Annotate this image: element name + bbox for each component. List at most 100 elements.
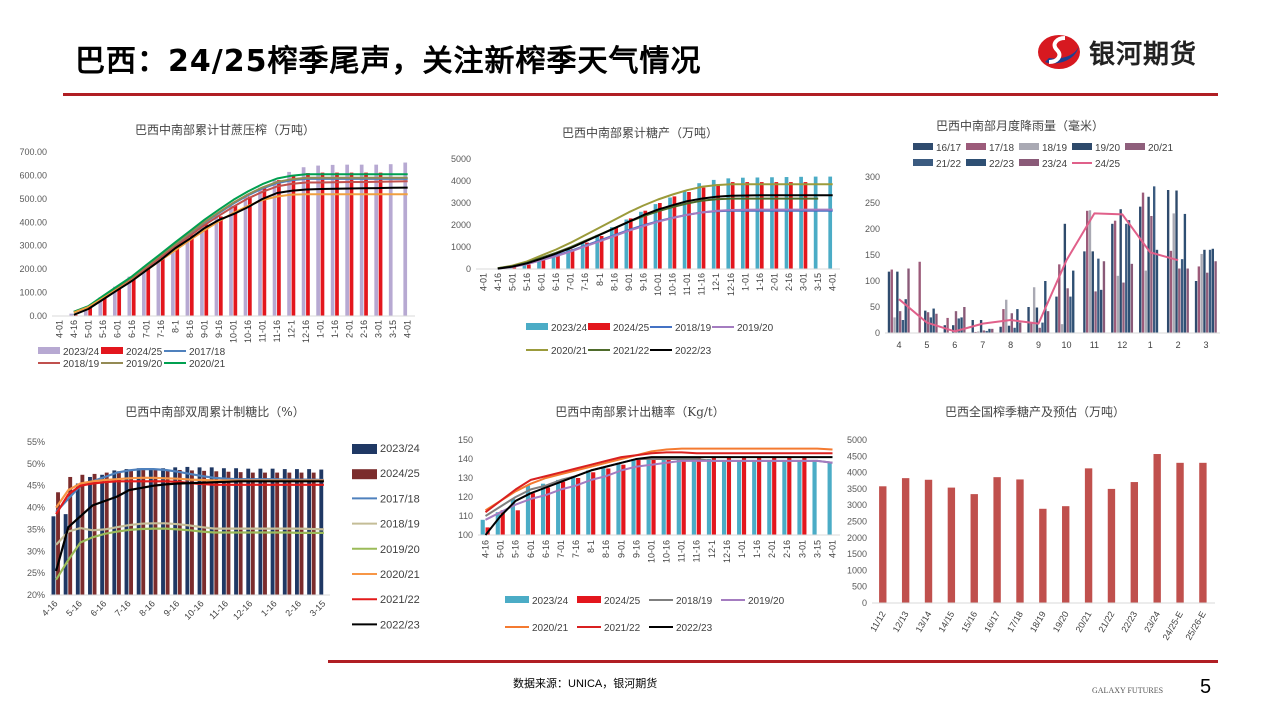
bar	[1088, 210, 1092, 333]
bar	[495, 512, 500, 535]
bar	[960, 317, 963, 333]
x-tick-label: 19/20	[1051, 610, 1071, 635]
x-tick-label: 5-01	[496, 540, 506, 558]
y-tick-label: 3500	[847, 484, 867, 494]
x-tick-label: 6-16	[541, 540, 551, 558]
y-tick-label: 0	[862, 598, 867, 608]
bar	[566, 248, 570, 269]
bar	[591, 472, 596, 535]
bar	[250, 472, 255, 595]
y-tick-label: 2000	[451, 220, 471, 230]
chart-2: 巴西中南部累计糖产（万吨） 0 1000 2000 3000 4000 5000 4-01 4-…	[451, 125, 840, 357]
y-tick-label: 200.00	[19, 264, 47, 274]
bar	[643, 210, 648, 269]
bar	[676, 459, 681, 535]
y-tick-label: 120	[458, 492, 473, 502]
x-tick-label: 12-1	[711, 273, 721, 291]
bar	[803, 182, 808, 269]
bar	[1016, 479, 1024, 603]
legend-label: 2023/24	[63, 347, 100, 358]
bar	[1186, 268, 1189, 333]
x-tick-label: 22/23	[1119, 610, 1139, 635]
legend-label: 18/19	[1042, 143, 1067, 154]
bar	[879, 486, 887, 603]
bar	[526, 264, 531, 269]
legend-swatch	[966, 159, 986, 166]
bar	[813, 176, 818, 269]
x-tick-label: 12-16	[722, 540, 732, 563]
x-tick-label: 12/13	[891, 610, 911, 635]
x-tick-label: 9-16	[214, 320, 224, 338]
legend-label: 24/25	[1095, 159, 1120, 170]
legend-label: 2018/19	[63, 359, 100, 370]
bar	[218, 216, 223, 316]
legend-item: 24/25	[1072, 159, 1120, 170]
bar	[1139, 206, 1142, 333]
x-tick-label: 3-01	[797, 540, 807, 558]
x-tick-label: 10-16	[662, 540, 672, 563]
x-tick-label: 14/15	[936, 610, 956, 635]
bar	[287, 472, 292, 595]
bar	[551, 253, 556, 269]
x-tick-label: 25/26-E	[1183, 610, 1207, 642]
legend-item: 20/21	[1125, 143, 1173, 154]
bar	[545, 487, 551, 535]
y-tick-label: 5000	[451, 154, 471, 164]
bar	[893, 317, 896, 333]
series-line	[497, 208, 833, 270]
x-tick-label: 11/12	[868, 610, 888, 634]
bar	[977, 331, 980, 333]
bar	[1039, 508, 1047, 603]
y-tick-label: 100	[865, 276, 880, 286]
bar	[1060, 324, 1064, 333]
series-line	[73, 186, 408, 316]
chart-title: 巴西中南部累计糖产（万吨）	[562, 125, 718, 140]
bar	[1147, 196, 1150, 333]
y-tick-label: 1000	[451, 242, 471, 252]
bar	[73, 314, 78, 316]
footer-divider	[328, 660, 1218, 663]
bar	[799, 176, 803, 269]
x-tick-label: 12-1	[287, 320, 297, 338]
legend-item: 2020/21	[164, 359, 226, 370]
legend-label: 20/21	[1148, 143, 1173, 154]
bar	[263, 472, 267, 595]
legend-swatch	[38, 347, 60, 354]
y-tick-label: 40%	[27, 503, 45, 513]
bar	[537, 259, 541, 269]
x-tick-label: 12-16	[301, 320, 311, 343]
bar	[248, 196, 252, 316]
legend-item: 2020/21	[352, 569, 420, 581]
bar	[177, 469, 182, 595]
bar	[185, 235, 190, 316]
logo-text: 银河期货	[1089, 39, 1198, 70]
x-tick-label: 11-01	[258, 320, 268, 342]
bar	[706, 459, 712, 535]
bar	[117, 286, 122, 316]
bar	[1066, 288, 1069, 333]
chart-title: 巴西中南部累计出糖率（Kg/t）	[555, 404, 725, 419]
chart-title: 巴西中南部累计甘蔗压榨（万吨）	[135, 122, 315, 137]
x-tick-label: 2-01	[769, 273, 779, 291]
series-line	[55, 480, 324, 572]
bar	[127, 276, 132, 316]
legend-swatch	[1019, 143, 1039, 150]
legend-label: 2021/22	[380, 594, 420, 606]
legend-label: 2022/23	[675, 346, 712, 357]
bar	[721, 460, 727, 535]
bar	[1046, 311, 1050, 333]
bar	[999, 326, 1002, 333]
bar	[759, 182, 764, 269]
bar	[272, 178, 277, 316]
bar	[1175, 190, 1178, 333]
bar	[784, 177, 789, 269]
chart-1: 巴西中南部累计甘蔗压榨（万吨） 0.00 100.00 200.00 300.00 400…	[19, 122, 415, 370]
legend-label: 22/23	[989, 159, 1014, 170]
bar	[606, 468, 611, 535]
y-tick-label: 2500	[847, 517, 867, 527]
series-line	[484, 447, 833, 512]
bar	[1172, 213, 1175, 333]
bar	[1122, 282, 1125, 333]
y-tick-label: 2000	[847, 533, 867, 543]
bar	[1069, 296, 1072, 333]
